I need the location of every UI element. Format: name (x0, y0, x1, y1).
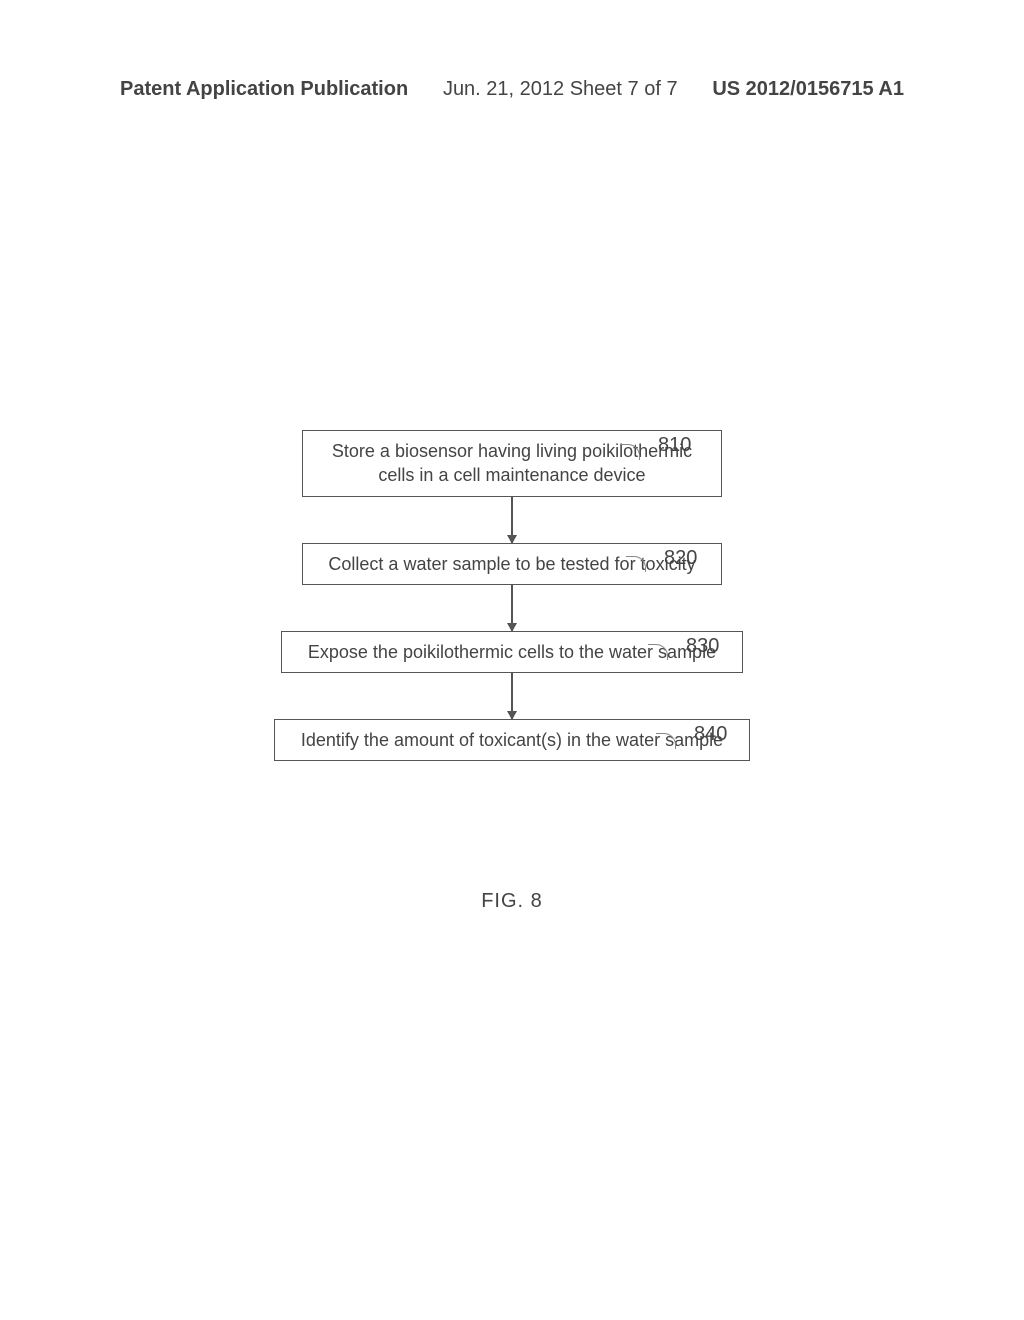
leader-line: 830 (648, 635, 719, 658)
flowchart-step-label: 830 (686, 635, 719, 658)
leader-line: 810 (620, 434, 691, 457)
leader-curve-icon (656, 733, 676, 749)
header-mid: Jun. 21, 2012 Sheet 7 of 7 (443, 78, 678, 101)
flowchart-step-label: 840 (694, 723, 727, 746)
flowchart-step-row: Identify the amount of toxicant(s) in th… (0, 719, 1024, 761)
leader-line: 840 (656, 723, 727, 746)
flowchart-step-text: cells in a cell maintenance device (378, 465, 645, 485)
flowchart-step-label: 820 (664, 547, 697, 570)
flowchart-figure: Store a biosensor having living poikilot… (0, 430, 1024, 761)
page-header: Patent Application Publication Jun. 21, … (0, 78, 1024, 101)
flowchart-step-row: Expose the poikilothermic cells to the w… (0, 631, 1024, 673)
leader-curve-icon (620, 444, 640, 460)
flowchart-step-label: 810 (658, 434, 691, 457)
page: Patent Application Publication Jun. 21, … (0, 0, 1024, 1320)
header-right: US 2012/0156715 A1 (712, 78, 904, 101)
arrow-down-icon (511, 585, 513, 631)
arrow-down-icon (511, 673, 513, 719)
header-left: Patent Application Publication (120, 78, 408, 101)
flowchart-step-row: Store a biosensor having living poikilot… (0, 430, 1024, 497)
flowchart-step-row: Collect a water sample to be tested for … (0, 543, 1024, 585)
figure-caption: FIG. 8 (0, 890, 1024, 913)
leader-line: 820 (626, 547, 697, 570)
arrow-down-icon (511, 497, 513, 543)
leader-curve-icon (626, 556, 646, 572)
leader-curve-icon (648, 644, 668, 660)
